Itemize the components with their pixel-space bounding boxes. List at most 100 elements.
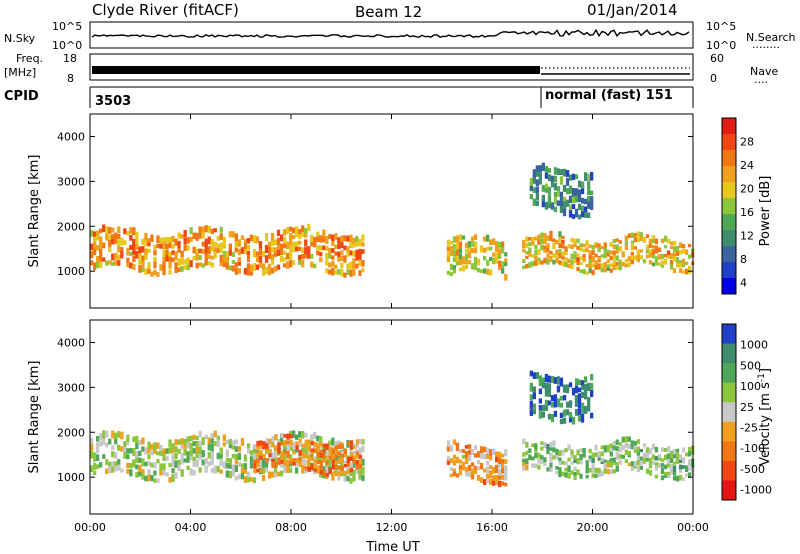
velocity-heatmap-cell	[358, 473, 362, 480]
velocity-heatmap-cell	[234, 439, 238, 445]
power-heatmap-cell	[588, 267, 592, 274]
velocity-heatmap-cell	[660, 467, 665, 474]
velocity-heatmap-cell	[654, 464, 659, 471]
power-heatmap-cell	[654, 256, 659, 262]
power-heatmap-cell	[600, 246, 604, 250]
velocity-heatmap-cell	[270, 471, 275, 478]
power-heatmap-cell	[147, 248, 151, 253]
velocity-heatmap-cell	[609, 451, 613, 457]
velocity-heatmap-cell	[461, 461, 466, 467]
velocity-heatmap-cell	[538, 375, 542, 381]
power-heatmap-cell	[325, 245, 329, 251]
velocity-colorbar-swatch	[722, 382, 736, 403]
power-heatmap-cell	[562, 196, 567, 202]
velocity-heatmap-cell	[501, 468, 505, 474]
velocity-heatmap-cell	[470, 473, 475, 480]
power-heatmap-cell	[225, 254, 229, 263]
power-heatmap-cell	[574, 188, 579, 196]
power-heatmap-cell	[547, 174, 552, 182]
velocity-heatmap-cell	[253, 462, 257, 469]
power-heatmap-cell	[349, 250, 353, 256]
velocity-heatmap-cell	[657, 454, 662, 458]
power-heatmap-cell	[685, 261, 689, 265]
velocity-heatmap-cell	[153, 478, 157, 483]
velocity-heatmap-cell	[594, 444, 598, 451]
velocity-heatmap-cell	[90, 437, 94, 445]
power-heatmap-cell	[576, 253, 580, 257]
velocity-heatmap-cell	[449, 445, 454, 452]
velocity-heatmap-cell	[567, 472, 571, 479]
power-heatmap-cell	[458, 259, 463, 266]
velocity-heatmap-cell	[576, 458, 580, 465]
velocity-heatmap-cell	[568, 382, 573, 388]
velocity-heatmap-cell	[579, 460, 583, 465]
power-heatmap-cell	[264, 245, 269, 253]
velocity-heatmap-cell	[307, 444, 311, 452]
power-heatmap-cell	[678, 263, 683, 268]
velocity-heatmap-cell	[117, 444, 121, 451]
power-heatmap-cell	[633, 233, 637, 237]
velocity-heatmap-cell	[201, 450, 205, 458]
velocity-heatmap-cell	[150, 475, 154, 482]
power-heatmap-cell	[571, 173, 576, 180]
power-heatmap-cell	[584, 206, 588, 212]
power-heatmap-cell	[331, 255, 335, 260]
power-heatmap-cell	[546, 259, 550, 265]
velocity-heatmap-cell	[558, 461, 562, 466]
velocity-heatmap-cell	[458, 459, 463, 464]
velocity-heatmap-cell	[498, 473, 502, 480]
power-heatmap-cell	[316, 245, 320, 250]
power-heatmap-cell	[270, 260, 275, 265]
velocity-heatmap-cell	[532, 372, 536, 379]
velocity-heatmap-cell	[562, 409, 567, 417]
velocity-heatmap-cell	[273, 452, 278, 458]
power-heatmap-cell	[147, 266, 151, 274]
power-heatmap-cell	[470, 241, 475, 247]
power-heatmap-cell	[165, 236, 169, 243]
velocity-heatmap-cell	[298, 431, 302, 438]
power-heatmap-cell	[108, 226, 112, 235]
velocity-heatmap-cell	[358, 468, 362, 474]
velocity-heatmap-cell	[449, 473, 454, 478]
velocity-heatmap-cell	[355, 459, 360, 465]
velocity-heatmap-cell	[225, 439, 229, 444]
velocity-heatmap-cell	[615, 454, 619, 460]
power-heatmap-cell	[553, 191, 558, 197]
power-heatmap-cell	[207, 225, 211, 233]
velocity-heatmap-cell	[627, 443, 631, 449]
velocity-heatmap-cell	[546, 449, 550, 455]
power-heatmap-cell	[540, 232, 544, 239]
power-heatmap-cell	[292, 227, 296, 234]
velocity-heatmap-cell	[261, 474, 266, 482]
velocity-heatmap-cell	[270, 452, 275, 460]
power-colorbar-swatch	[722, 230, 736, 247]
power-heatmap-cell	[603, 242, 607, 248]
velocity-heatmap-cell	[322, 455, 326, 463]
power-heatmap-cell	[654, 238, 659, 245]
power-heatmap-cell	[609, 242, 613, 247]
velocity-heatmap-cell	[529, 400, 533, 410]
velocity-heatmap-cell	[495, 456, 499, 463]
velocity-heatmap-cell	[262, 441, 266, 446]
velocity-heatmap-cell	[585, 467, 589, 474]
velocity-heatmap-cell	[633, 446, 637, 453]
power-heatmap-cell	[651, 235, 656, 240]
power-heatmap-cell	[600, 254, 604, 258]
velocity-colorbar-frame	[721, 323, 737, 501]
velocity-heatmap-cell	[310, 450, 314, 455]
velocity-heatmap-cell	[549, 446, 553, 451]
power-heatmap-cell	[618, 264, 622, 271]
power-heatmap-cell	[522, 248, 526, 253]
velocity-heatmap-cell	[265, 458, 269, 463]
velocity-heatmap-cell	[192, 461, 196, 467]
power-heatmap-cell	[648, 260, 653, 265]
velocity-heatmap-cell	[283, 466, 287, 474]
power-heatmap-cell	[352, 258, 356, 263]
power-heatmap-cell	[117, 234, 121, 239]
power-heatmap-cell	[162, 249, 166, 257]
power-heatmap-cell	[258, 247, 263, 256]
velocity-heatmap-cell	[168, 477, 172, 483]
velocity-heatmap-cell	[355, 448, 359, 454]
velocity-heatmap-cell	[584, 405, 588, 414]
velocity-heatmap-cell	[576, 469, 580, 476]
